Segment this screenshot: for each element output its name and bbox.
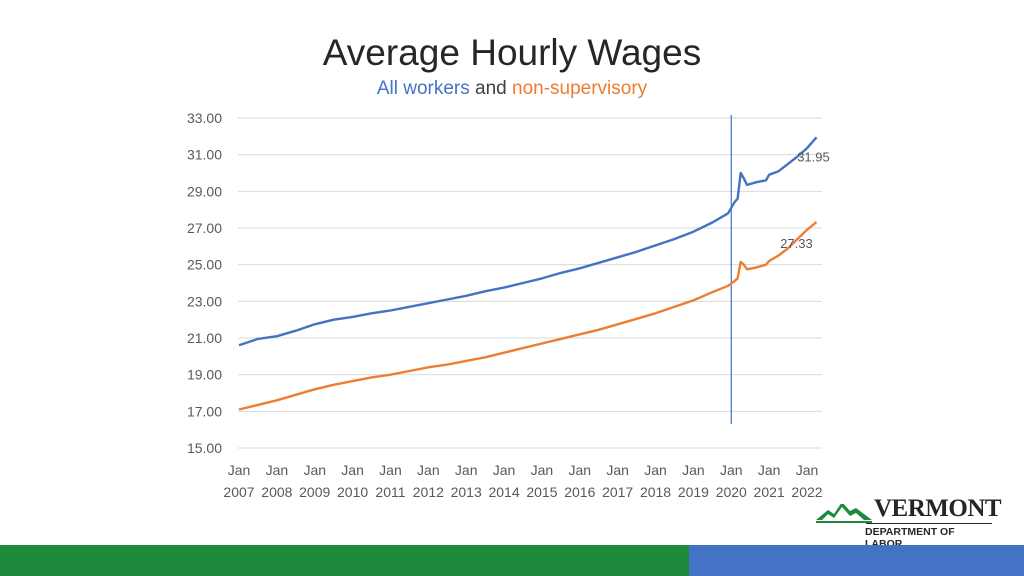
x-tick-year: 2014 [488, 484, 519, 500]
x-tick-month: Jan [493, 462, 516, 478]
subtitle-all-workers: All workers [376, 78, 470, 99]
x-tick-month: Jan [417, 462, 440, 478]
x-tick-year: 2021 [754, 484, 785, 500]
end-label-non-supervisory: 27.33 [780, 236, 813, 251]
x-tick-year: 2012 [413, 484, 444, 500]
end-label-all-workers: 31.95 [797, 149, 830, 164]
y-tick-label: 27.00 [187, 220, 222, 236]
y-tick-label: 33.00 [187, 110, 222, 126]
x-tick-month: Jan [758, 462, 781, 478]
x-tick-year: 2020 [716, 484, 747, 500]
x-tick-month: Jan [379, 462, 402, 478]
x-tick-month: Jan [303, 462, 326, 478]
logo-divider [866, 523, 992, 524]
mountain-logo-icon [816, 500, 872, 523]
y-tick-label: 31.00 [187, 147, 222, 163]
x-tick-year: 2013 [451, 484, 482, 500]
x-tick-year: 2019 [678, 484, 709, 500]
y-tick-label: 19.00 [187, 367, 222, 383]
y-tick-label: 29.00 [187, 183, 222, 199]
y-axis-ticks: 33.00 31.00 29.00 27.00 25.00 23.00 21.00 19.00… [187, 110, 222, 456]
x-tick-month: Jan [720, 462, 743, 478]
y-tick-label: 15.00 [187, 440, 222, 456]
chart-subtitle: All workers and non-supervisory [0, 78, 1024, 100]
x-tick-year: 2018 [640, 484, 671, 500]
x-tick-year: 2022 [791, 484, 822, 500]
y-tick-label: 25.00 [187, 257, 222, 273]
end-labels: 31.95 27.33 [780, 149, 830, 251]
y-tick-label: 17.00 [187, 403, 222, 419]
x-tick-month: Jan [228, 462, 251, 478]
x-tick-month: Jan [266, 462, 289, 478]
y-tick-label: 23.00 [187, 293, 222, 309]
x-tick-month: Jan [606, 462, 629, 478]
x-tick-year: 2011 [375, 484, 405, 500]
logo-wordmark: VERMONT [874, 495, 1002, 522]
series-non-supervisory-line [238, 221, 818, 411]
vermont-dol-logo: VERMONT DEPARTMENT OF LABOR [814, 495, 1002, 550]
x-tick-month: Jan [682, 462, 705, 478]
gridlines [238, 117, 822, 449]
x-tick-month: Jan [796, 462, 819, 478]
x-tick-year: 2008 [261, 484, 292, 500]
series-lines [238, 136, 818, 411]
x-tick-year: 2010 [337, 484, 368, 500]
subtitle-and: and [469, 78, 512, 99]
x-tick-month: Jan [455, 462, 478, 478]
subtitle-non-supervisory: non-supervisory [512, 78, 648, 99]
x-tick-year: 2007 [223, 484, 254, 500]
x-tick-month: Jan [569, 462, 592, 478]
x-tick-month: Jan [531, 462, 554, 478]
x-tick-year: 2016 [564, 484, 595, 500]
x-tick-year: 2015 [526, 484, 557, 500]
x-tick-year: 2009 [299, 484, 330, 500]
footer-band-green [0, 545, 689, 576]
chart-title: Average Hourly Wages [322, 32, 702, 73]
wages-line-chart: 33.00 31.00 29.00 27.00 25.00 23.00 21.00 19.00… [187, 110, 830, 500]
series-all-workers-line [238, 136, 818, 347]
footer-band-blue [689, 545, 1024, 576]
x-tick-month: Jan [341, 462, 364, 478]
x-axis-ticks: Jan 2007 Jan 2008 Jan 2009 Jan 2010 Jan 2011 Jan 20… [223, 462, 822, 500]
x-tick-year: 2017 [602, 484, 633, 500]
x-tick-month: Jan [644, 462, 667, 478]
y-tick-label: 21.00 [187, 330, 222, 346]
